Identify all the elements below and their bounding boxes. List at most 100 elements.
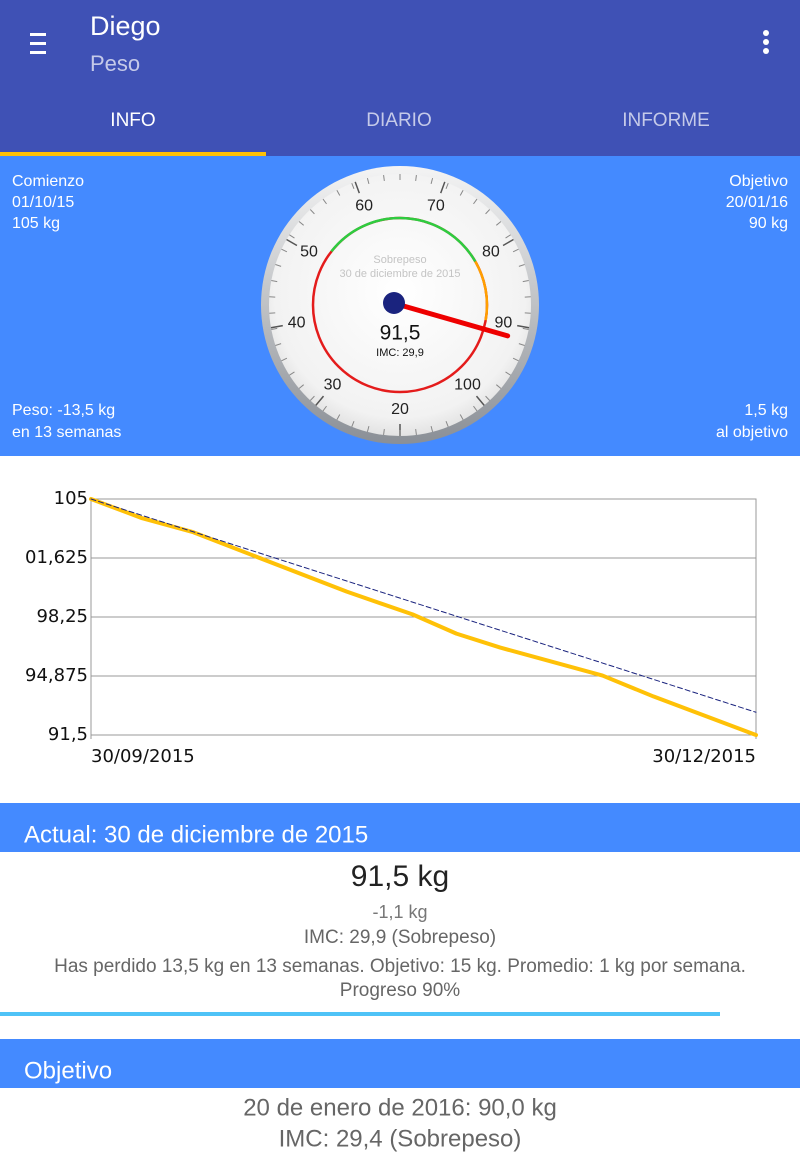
section-title: Objetivo (24, 1057, 112, 1084)
gauge-minor-tick (459, 414, 464, 421)
gauge-tick-label: 50 (300, 244, 318, 261)
gauge-minor-tick (309, 395, 315, 401)
gauge-tick-label: 90 (495, 314, 513, 331)
tab-indicator (0, 152, 266, 156)
gauge-tick (475, 395, 485, 406)
trend-line (90, 498, 757, 713)
app-bar (0, 0, 800, 156)
goal-label: Objetivo (729, 173, 788, 190)
gauge-minor-tick (485, 209, 491, 215)
gauge-date: 30 de diciembre de 2015 (339, 268, 460, 280)
weight-chart: 91,5 94,875 98,25 01,625 105 30/09/2015 30/12/… (0, 456, 800, 803)
gauge-minor-tick (366, 425, 370, 433)
gauge-minor-tick (271, 279, 278, 283)
y-tick-label: 98,25 (36, 606, 88, 627)
gauge-minor-tick (495, 384, 502, 389)
gauge-needle (384, 298, 511, 339)
gauge-tick-label: 70 (427, 198, 445, 215)
gauge-tick-label: 30 (324, 377, 342, 394)
gauge-minor-tick (505, 234, 511, 239)
gauge-status: Sobrepeso (373, 254, 426, 266)
gauge-zone (474, 260, 489, 321)
progress (0, 1012, 720, 1016)
gauge-minor-tick (309, 209, 315, 215)
gauge-minor-tick (518, 343, 525, 346)
section-title: Actual: 30 de diciembre de 2015 (24, 821, 368, 848)
gauge-minor-tick (351, 421, 355, 427)
gauge-minor-tick (430, 425, 434, 433)
goal-date: 20/01/16 (726, 194, 788, 211)
gauge-tick (270, 324, 283, 329)
y-tick-label: 01,625 (25, 547, 88, 568)
gauge-minor-tick (281, 248, 288, 253)
gauge-tick (315, 395, 325, 406)
description-box: Has perdido 13,5 kg en 13 semanas. Objet… (54, 956, 746, 1001)
gauge-minor-tick (522, 327, 529, 331)
gauge-minor-tick (336, 414, 341, 421)
description: Has perdido 13,5 kg en 13 semanas. Objet… (54, 956, 746, 1001)
gauge-minor-tick (445, 183, 449, 189)
goal-bmi: IMC: 29,4 (Sobrepeso) (279, 1125, 522, 1152)
gauge-marks: 20 30 40 50 60 70 80 90 100 (269, 174, 531, 436)
gauge-minor-tick (271, 327, 278, 331)
gauge-minor-tick (289, 234, 295, 239)
tab[interactable]: INFORME (622, 110, 710, 131)
gauge-minor-tick (512, 357, 519, 362)
gauge-minor-tick (495, 221, 502, 226)
gauge-minor-tick (383, 174, 385, 182)
remaining: 1,5 kg (744, 402, 788, 419)
current-weight: 91,5 kg (351, 860, 449, 893)
app-subtitle: Peso (90, 51, 140, 76)
weight-line (89, 497, 758, 737)
gauge-minor-tick (430, 177, 434, 185)
gauge-minor-tick (322, 405, 327, 412)
gauge-tick (502, 238, 514, 247)
gauge-tick (517, 324, 530, 329)
gauge-minor-tick (459, 189, 464, 196)
gauge-tick-label: 20 (391, 401, 409, 418)
change: Peso: -13,5 kg (12, 402, 115, 419)
y-tick-label: 94,875 (25, 665, 88, 686)
gauge-minor-tick (473, 198, 478, 205)
gauge-minor-tick (289, 371, 295, 376)
gauge-minor-tick (322, 198, 327, 205)
gauge-minor-tick (445, 421, 449, 427)
progress-bar (0, 1012, 720, 1016)
gauge-tick-label: 40 (288, 314, 306, 331)
current-bmi: IMC: 29,9 (Sobrepeso) (304, 927, 496, 948)
app-title: Diego (90, 11, 161, 41)
start-weight: 105 kg (12, 215, 60, 232)
gauge-minor-tick (522, 279, 529, 283)
gauge-minor-tick (298, 384, 305, 389)
gauge-minor-tick (366, 177, 370, 185)
gauge-minor-tick (473, 405, 478, 412)
gauge-tick-label: 80 (482, 244, 500, 261)
tab[interactable]: INFO (110, 110, 155, 131)
gauge-minor-tick (512, 248, 519, 253)
remaining: al objetivo (716, 424, 788, 441)
gauge-value: 91,5 (380, 322, 421, 345)
gauge-tick (354, 181, 361, 194)
tab[interactable]: DIARIO (366, 110, 431, 131)
gauge-tick-label: 60 (355, 198, 373, 215)
menu-button[interactable] (30, 33, 46, 54)
overflow-menu[interactable] (763, 30, 769, 54)
gauge-minor-tick (415, 174, 417, 182)
weight-change: -1,1 kg (372, 902, 427, 922)
start-date: 01/10/15 (12, 194, 74, 211)
x-tick-label: 30/09/2015 (91, 746, 195, 767)
gauge-tick-label: 100 (454, 377, 481, 394)
gauge-hub (383, 292, 405, 314)
x-tick-label: 30/12/2015 (652, 746, 756, 767)
gauge-zone (330, 216, 477, 263)
goal-weight: 90 kg (749, 215, 788, 232)
section-header (0, 1039, 800, 1088)
gauge-minor-tick (415, 428, 417, 436)
gauge-tick (286, 238, 298, 247)
gauge-minor-tick (281, 357, 288, 362)
gauge-tick (439, 181, 446, 194)
gauge-minor-tick (275, 343, 282, 346)
gauge-minor-tick (383, 428, 385, 436)
